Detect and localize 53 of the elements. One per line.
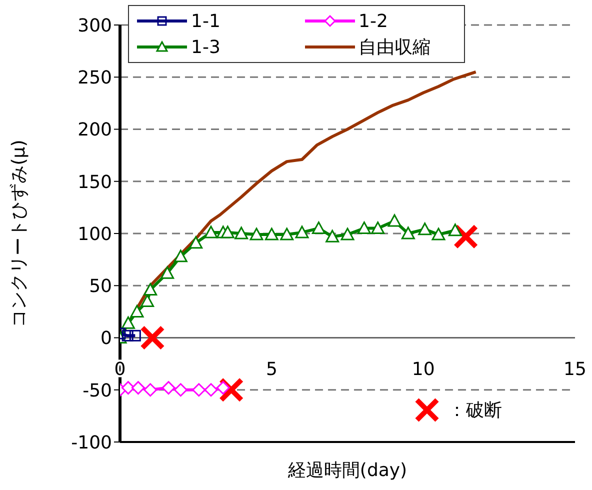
y-axis-title: コンクリートひずみ(μ) (8, 140, 30, 328)
point (144, 283, 158, 296)
point (140, 294, 154, 308)
point (130, 304, 144, 318)
point (371, 222, 385, 234)
y-tick-label: 300 (78, 15, 112, 36)
y-tick-label: -100 (71, 432, 112, 454)
legend-label: ：破断 (448, 399, 502, 422)
point (129, 330, 141, 342)
point (340, 228, 354, 240)
point (401, 226, 415, 240)
legend-label: 1-3 (191, 36, 220, 58)
point (250, 228, 264, 240)
point (418, 222, 432, 236)
point (326, 230, 340, 242)
point (192, 383, 206, 397)
point (216, 381, 230, 395)
x-tick-label: 15 (564, 358, 586, 380)
y-tick-label: -50 (82, 380, 112, 402)
x-tick-label: 10 (412, 358, 435, 380)
point (388, 214, 402, 227)
y-tick-label: 150 (78, 172, 112, 193)
point (144, 383, 158, 397)
point (121, 381, 135, 395)
point (448, 224, 462, 236)
point (357, 222, 371, 234)
y-tick-label: 0 (100, 328, 112, 350)
y-tick-label: 50 (89, 276, 112, 298)
point (264, 228, 278, 240)
point (131, 381, 145, 395)
point (160, 266, 174, 279)
legend-label: 自由収縮 (358, 36, 430, 59)
point (234, 226, 248, 240)
legend-label: 1-1 (191, 10, 220, 32)
point (204, 383, 218, 397)
x-tick-label: 5 (266, 358, 278, 380)
point (122, 330, 134, 342)
point (220, 226, 234, 238)
point (174, 250, 188, 262)
point (280, 228, 294, 240)
point (121, 316, 135, 329)
point (295, 226, 309, 238)
point (174, 383, 188, 397)
legend-label: 1-2 (358, 10, 388, 32)
point (204, 226, 218, 238)
point (312, 222, 326, 234)
x-axis-title: 経過時間(day) (286, 460, 408, 481)
y-tick-label: 200 (78, 120, 112, 141)
point (162, 381, 176, 395)
point (432, 228, 446, 240)
y-tick-label: 250 (78, 68, 112, 89)
point (189, 236, 203, 249)
y-tick-label: 100 (78, 224, 112, 245)
